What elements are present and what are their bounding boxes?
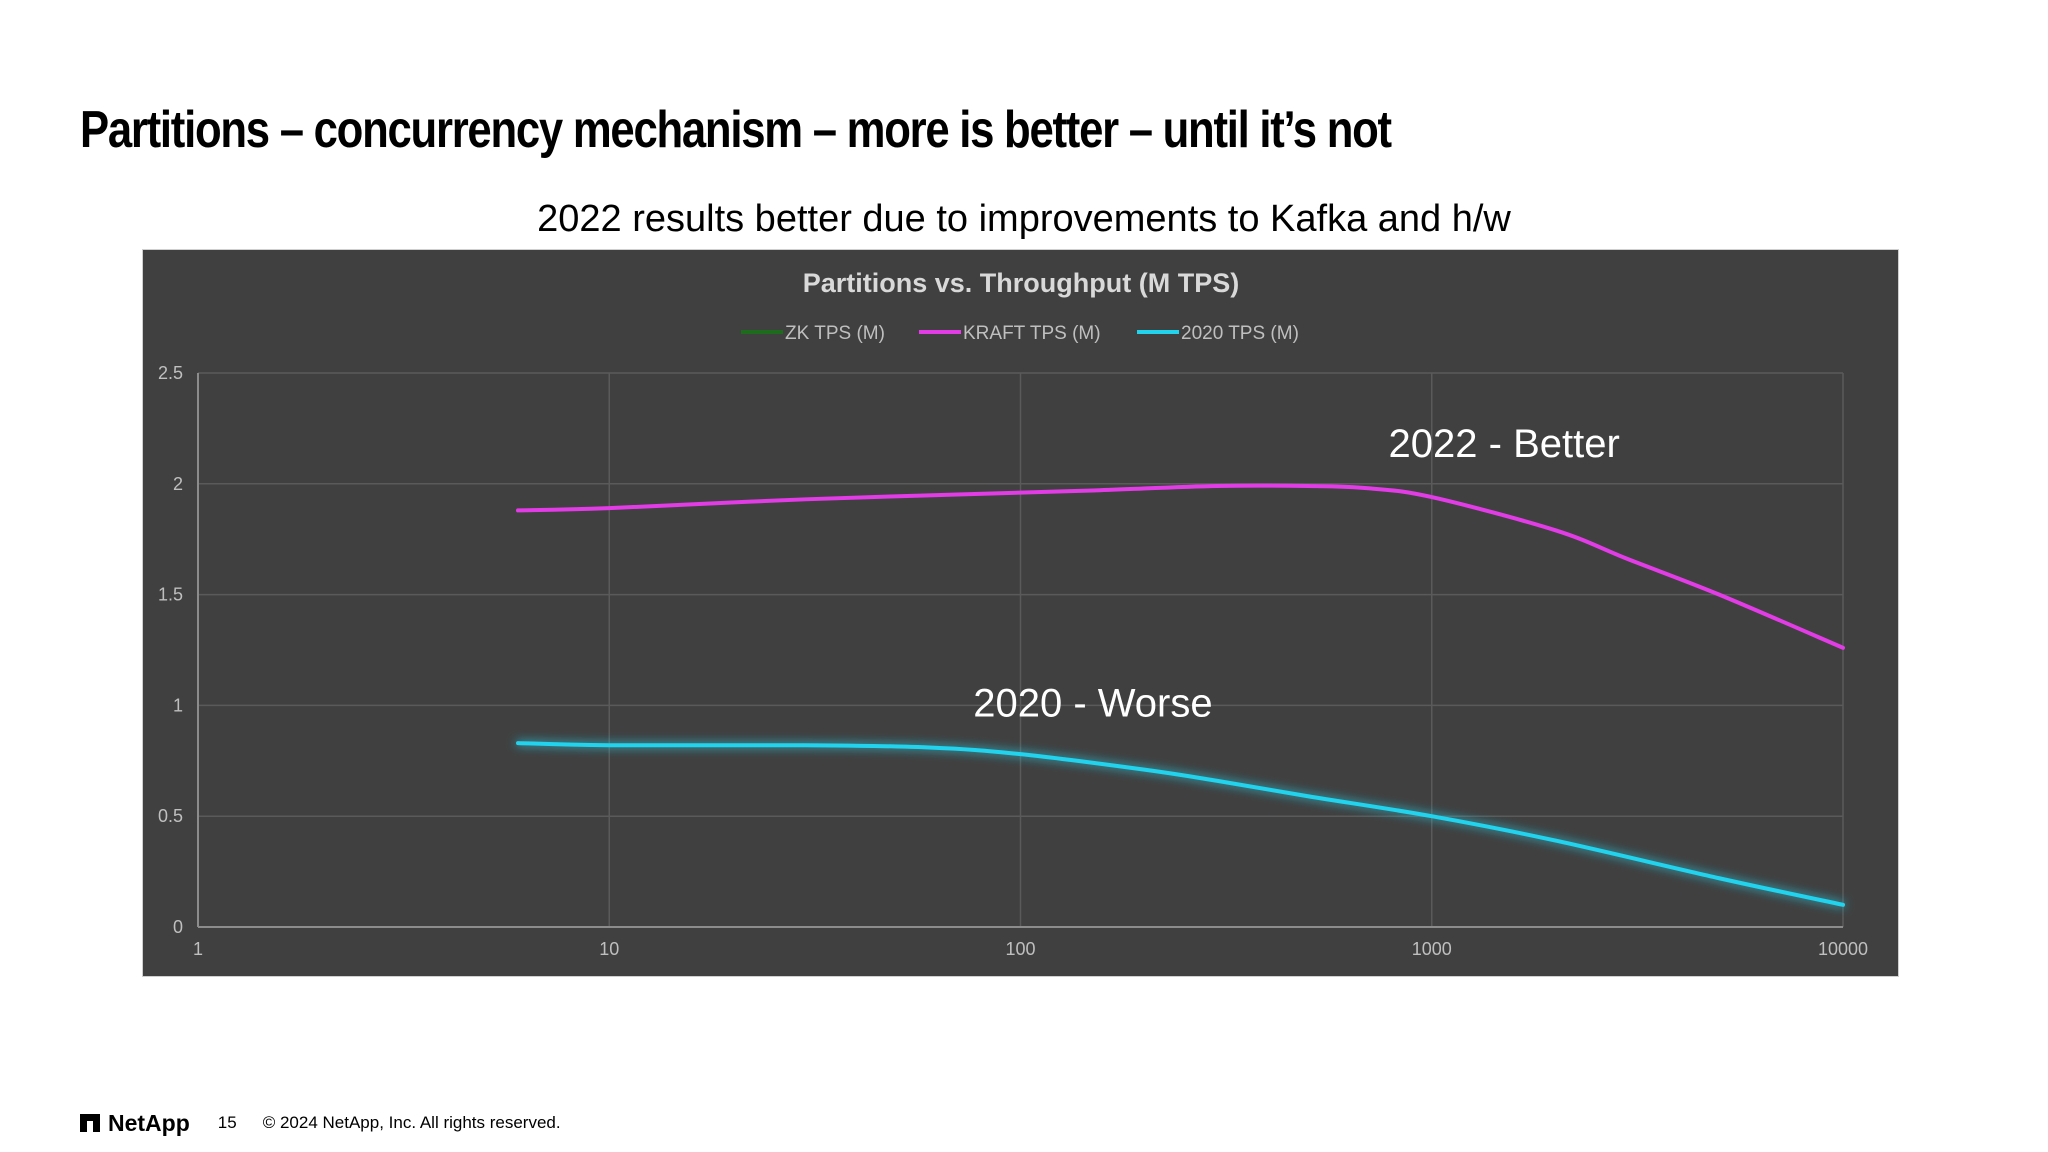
x-tick-label: 100 bbox=[1005, 939, 1035, 959]
legend-label: KRAFT TPS (M) bbox=[963, 323, 1101, 344]
legend-label: 2020 TPS (M) bbox=[1181, 323, 1299, 344]
chart-series bbox=[516, 483, 1845, 907]
netapp-logo-text: NetApp bbox=[108, 1109, 190, 1136]
annotation-label: 2020 - Worse bbox=[973, 681, 1212, 725]
chart-legend: ZK TPS (M) KRAFT TPS (M) 2020 TPS (M) bbox=[741, 323, 1299, 344]
chart-title: Partitions vs. Throughput (M TPS) bbox=[803, 268, 1239, 298]
chart-grid bbox=[198, 372, 1844, 928]
chart-panel: Partitions vs. Throughput (M TPS) ZK TPS… bbox=[142, 249, 1899, 977]
x-tick-label: 1000 bbox=[1412, 939, 1452, 959]
page-number: 15 bbox=[217, 1113, 237, 1132]
chart-axes: 0 0.5 1 1.5 2 2.5 1 10 100 1000 10000 bbox=[158, 363, 1868, 959]
x-tick-label: 1 bbox=[193, 939, 203, 959]
y-tick-label: 0.5 bbox=[158, 806, 183, 826]
series-line-1 bbox=[516, 483, 1845, 650]
y-tick-label: 1.5 bbox=[158, 585, 183, 605]
netapp-logo-icon bbox=[80, 1114, 100, 1132]
y-tick-label: 1 bbox=[173, 695, 183, 715]
footer: NetApp 15 © 2024 NetApp, Inc. All rights… bbox=[80, 1108, 561, 1138]
slide-title: Partitions – concurrency mechanism – mor… bbox=[80, 101, 1392, 159]
legend-label: ZK TPS (M) bbox=[785, 323, 885, 344]
chart-svg: Partitions vs. Throughput (M TPS) ZK TPS… bbox=[158, 268, 1868, 959]
copyright: © 2024 NetApp, Inc. All rights reserved. bbox=[262, 1113, 561, 1132]
x-tick-label: 10 bbox=[599, 939, 619, 959]
y-tick-label: 2.5 bbox=[158, 363, 183, 383]
y-tick-label: 2 bbox=[173, 474, 183, 494]
annotation-label: 2022 - Better bbox=[1389, 422, 1620, 466]
x-tick-label: 10000 bbox=[1818, 939, 1868, 959]
chart-annotations: 2022 - Better 2020 - Worse bbox=[973, 422, 1620, 725]
slide-subtitle: 2022 results better due to improvements … bbox=[537, 198, 1511, 240]
series-line-2 bbox=[516, 741, 1845, 907]
y-tick-label: 0 bbox=[173, 917, 183, 937]
